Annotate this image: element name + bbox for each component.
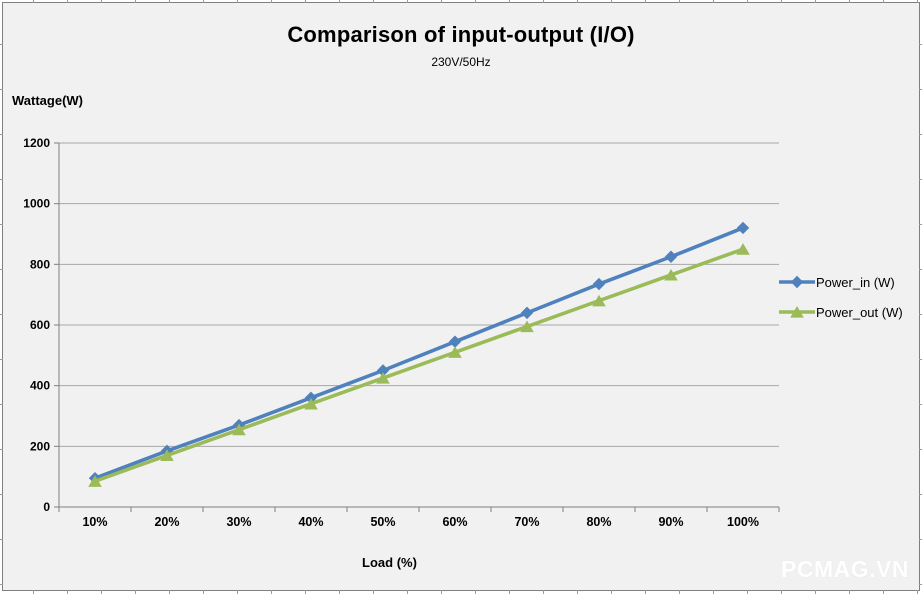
- x-tick-label: 80%: [586, 515, 611, 529]
- power-out-marker: [304, 397, 318, 410]
- legend-label-power-out: Power_out (W): [816, 304, 903, 320]
- y-tick-label: 0: [43, 500, 50, 514]
- power-in-legend-marker-icon: [779, 275, 815, 289]
- y-tick-label: 1200: [23, 136, 50, 150]
- power-in-marker: [664, 250, 678, 263]
- x-tick-label: 40%: [298, 515, 323, 529]
- x-tick-label: 20%: [154, 515, 179, 529]
- x-tick-label: 90%: [658, 515, 683, 529]
- power-in-line: [93, 226, 745, 480]
- y-axis-title: Wattage(W): [12, 93, 84, 108]
- power-out-marker: [232, 423, 246, 436]
- legend-label-power-in: Power_in (W): [816, 274, 895, 290]
- y-tick-label: 1000: [23, 197, 50, 211]
- x-tick-label: 70%: [514, 515, 539, 529]
- x-tick-label: 100%: [727, 515, 759, 529]
- power-out-marker: [160, 449, 174, 462]
- power-out-legend-marker-icon: [779, 306, 815, 318]
- y-tick-label: 200: [30, 439, 50, 453]
- power-in-marker: [736, 221, 750, 235]
- x-tick-label: 60%: [442, 515, 467, 529]
- power-in-marker: [592, 277, 606, 291]
- chart-title: Comparison of input-output (I/O): [287, 22, 635, 47]
- x-tick-label: 50%: [370, 515, 395, 529]
- y-tick-label: 400: [30, 379, 50, 393]
- power-in-marker: [520, 306, 534, 320]
- x-axis-title: Load (%): [362, 555, 417, 570]
- y-tick-label: 800: [30, 257, 50, 271]
- y-tick-label: 600: [30, 318, 50, 332]
- legend-item-power-out: Power_out (W): [779, 301, 919, 323]
- power-out-line: [93, 247, 745, 484]
- legend: Power_in (W) Power_out (W): [779, 271, 919, 323]
- chart-subtitle: 230V/50Hz: [431, 55, 491, 69]
- power-out-marker: [376, 372, 390, 384]
- power-in-marker: [448, 335, 462, 348]
- x-tick-label: 30%: [226, 515, 251, 529]
- power-out-marker: [520, 320, 534, 333]
- power-out-marker: [736, 243, 750, 255]
- power-out-marker: [88, 475, 102, 487]
- legend-sample-marker: [790, 275, 804, 289]
- power-out-marker: [664, 268, 678, 281]
- watermark: PCMAG.VN: [781, 556, 909, 582]
- legend-item-power-in: Power_in (W): [779, 271, 919, 293]
- power-out-marker: [448, 346, 462, 358]
- x-tick-label: 10%: [82, 515, 107, 529]
- power-in-marker: [376, 364, 390, 377]
- power-out-marker: [592, 294, 606, 307]
- legend-sample-marker: [790, 306, 804, 318]
